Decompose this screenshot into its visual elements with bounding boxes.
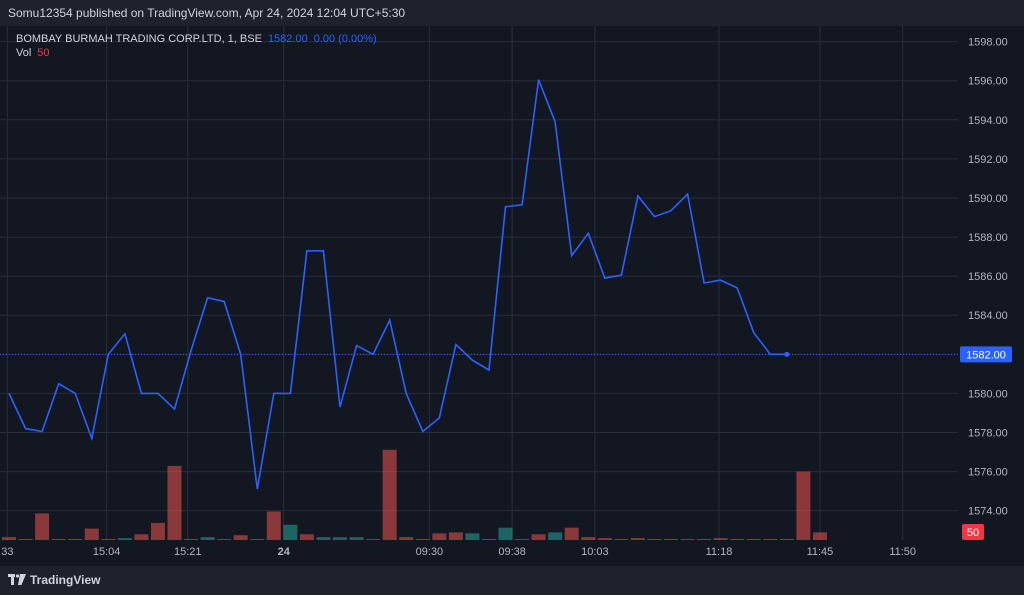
volume-bar <box>548 532 563 540</box>
legend-change: 0.00 (0.00%) <box>313 33 377 45</box>
volume-bar <box>101 539 116 540</box>
volume-bar <box>614 539 629 540</box>
price-series-line <box>8 79 787 490</box>
volume-bar <box>531 534 546 540</box>
tradingview-logo-text: TradingView <box>30 573 101 587</box>
legend-price: 1582.00 <box>267 33 308 45</box>
volume-bar <box>498 527 513 540</box>
price-tick-label: 1596.00 <box>968 76 1008 88</box>
volume-bar <box>763 539 778 540</box>
symbol-title[interactable]: BOMBAY BURMAH TRADING CORP.LTD, 1, BSE <box>16 33 262 45</box>
volume-indicator-label[interactable]: Vol <box>16 47 32 59</box>
volume-bar <box>796 471 811 540</box>
price-tick-label: 1594.00 <box>968 115 1008 127</box>
volume-bar <box>448 532 463 540</box>
volume-bar <box>250 539 265 540</box>
tradingview-logo[interactable]: TradingView <box>8 572 100 588</box>
volume-bar <box>366 539 381 540</box>
time-tick-label: 33 <box>1 546 13 558</box>
volume-badge <box>962 524 984 540</box>
last-price-badge-label: 1582.00 <box>966 349 1006 361</box>
time-tick-label: 11:50 <box>889 546 916 558</box>
footer: TradingView <box>0 566 1024 595</box>
volume-bar <box>746 539 761 540</box>
volume-bar <box>316 537 331 540</box>
volume-bar <box>564 527 579 540</box>
volume-bar <box>266 511 281 540</box>
volume-bar <box>117 538 132 540</box>
last-price-dot <box>784 351 790 357</box>
price-tick-label: 1584.00 <box>968 310 1008 322</box>
time-tick-label: 10:03 <box>581 546 609 558</box>
volume-bar <box>349 537 364 540</box>
price-tick-label: 1598.00 <box>968 37 1008 49</box>
price-tick-label: 1576.00 <box>968 467 1008 479</box>
volume-bar <box>217 539 232 540</box>
volume-bar <box>84 528 99 540</box>
last-price-badge <box>960 346 1012 363</box>
volume-bar <box>647 539 662 540</box>
volume-indicator-value: 50 <box>37 47 50 59</box>
price-tick-label: 1586.00 <box>968 271 1008 283</box>
time-tick-label: 11:45 <box>807 546 834 558</box>
volume-bar <box>200 537 215 540</box>
volume-bar <box>2 537 16 540</box>
volume-bar <box>812 532 827 540</box>
price-tick-label: 1588.00 <box>968 232 1008 244</box>
chart-legend: BOMBAY BURMAH TRADING CORP.LTD, 1, BSE 1… <box>16 32 377 60</box>
volume-bar <box>299 534 314 540</box>
volume-bar <box>399 537 414 540</box>
price-tick-label: 1574.00 <box>968 506 1008 518</box>
volume-bar <box>581 537 596 540</box>
time-tick-label: 15:21 <box>174 546 202 558</box>
time-tick-label: 11:18 <box>706 546 733 558</box>
volume-bar <box>515 539 530 540</box>
volume-bar <box>283 524 298 540</box>
volume-bar <box>779 539 794 540</box>
tradingview-logo-icon <box>8 574 26 585</box>
volume-bar <box>465 533 480 540</box>
price-tick-label: 1580.00 <box>968 388 1008 400</box>
volume-bar <box>630 538 645 540</box>
volume-bar <box>184 539 199 540</box>
volume-bar <box>233 535 248 540</box>
time-tick-label: 15:04 <box>93 546 121 558</box>
time-tick-label: 09:30 <box>416 546 444 558</box>
chart-area[interactable]: 1598.00 1596.00 1594.00 1592.00 1590.00 1588.… <box>0 26 1024 566</box>
price-chart[interactable]: 1598.00 1596.00 1594.00 1592.00 1590.00 1588.… <box>0 26 1024 566</box>
time-tick-label: 09:38 <box>498 546 526 558</box>
price-tick-label: 1592.00 <box>968 154 1008 166</box>
volume-bar <box>597 538 612 540</box>
volume-bar <box>134 534 149 540</box>
volume-bar <box>730 539 745 540</box>
volume-bar <box>481 539 496 540</box>
volume-bar <box>432 533 447 540</box>
volume-bar <box>18 539 33 540</box>
volume-bar <box>333 537 347 540</box>
published-text: Somu12354 published on TradingView.com, … <box>8 6 406 20</box>
publish-header: Somu12354 published on TradingView.com, … <box>0 0 1024 26</box>
volume-badge-label: 50 <box>967 527 979 539</box>
volume-bar <box>51 539 66 540</box>
volume-bar <box>697 539 712 540</box>
time-tick-label: 24 <box>278 546 291 558</box>
volume-bar <box>35 513 50 540</box>
price-tick-label: 1578.00 <box>968 428 1008 440</box>
volume-bar <box>68 539 83 540</box>
volume-bar <box>415 539 430 540</box>
price-axis[interactable] <box>958 26 1024 566</box>
volume-bar <box>713 538 728 540</box>
volume-bar <box>664 539 678 540</box>
volume-bar <box>382 449 397 540</box>
volume-bar <box>680 539 695 540</box>
volume-bar <box>150 522 165 540</box>
volume-bar <box>167 465 182 540</box>
price-tick-label: 1590.00 <box>968 193 1008 205</box>
